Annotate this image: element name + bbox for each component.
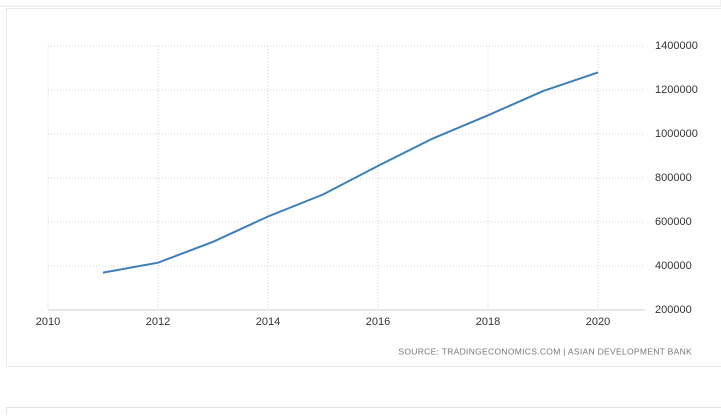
y-tick-label: 1400000 <box>655 40 698 52</box>
top-panel <box>0 0 721 6</box>
y-tick-label: 1200000 <box>655 84 698 96</box>
x-tick-label: 2018 <box>476 316 500 328</box>
y-tick-label: 800000 <box>655 172 692 184</box>
x-tick-label: 2020 <box>586 316 610 328</box>
source-note: SOURCE: TRADINGECONOMICS.COM | ASIAN DEV… <box>398 346 692 356</box>
bottom-panel <box>7 408 721 415</box>
chart-card <box>7 9 721 367</box>
x-tick-label: 2014 <box>256 316 280 328</box>
x-tick-label: 2012 <box>146 316 170 328</box>
y-tick-label: 1000000 <box>655 128 698 140</box>
x-tick-label: 2010 <box>36 316 60 328</box>
y-tick-label: 400000 <box>655 260 692 272</box>
y-tick-label: 600000 <box>655 216 692 228</box>
x-tick-label: 2016 <box>366 316 390 328</box>
y-tick-label: 200000 <box>655 304 692 316</box>
